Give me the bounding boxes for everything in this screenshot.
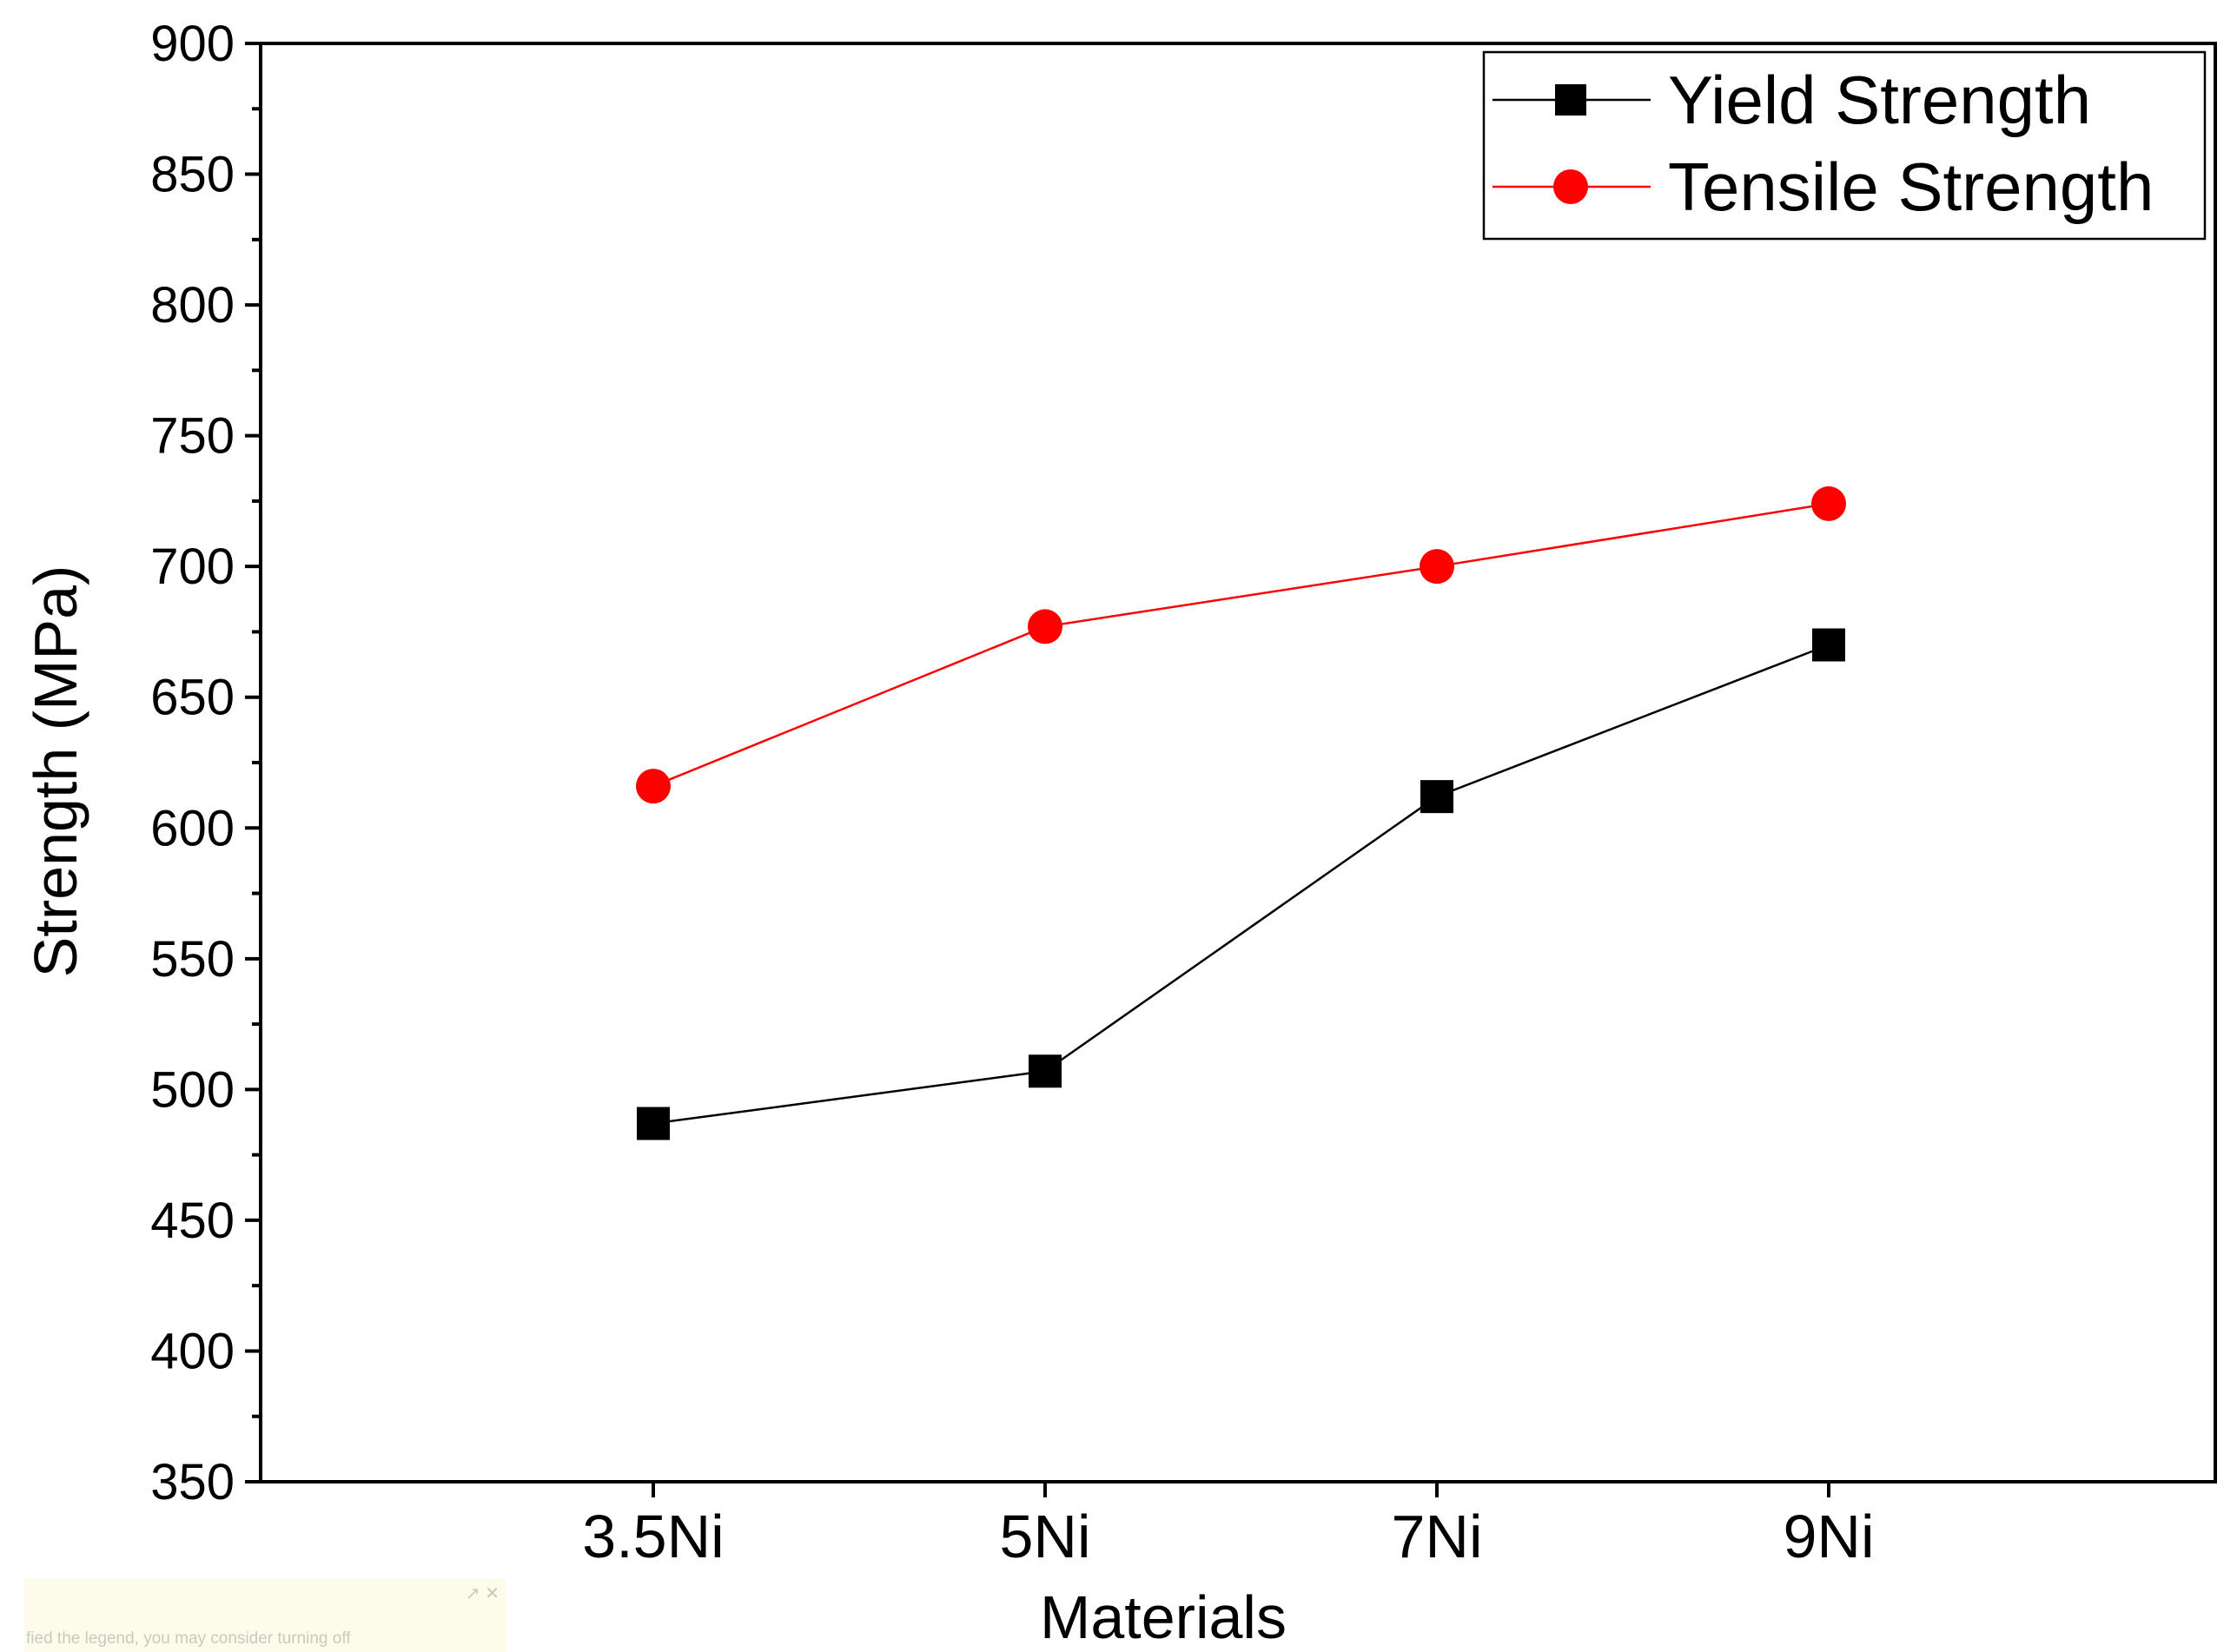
tooltip-icons[interactable]: ↗ ✕ bbox=[465, 1584, 500, 1603]
y-axis-label: Strength (MPa) bbox=[22, 565, 89, 978]
y-tick-label: 750 bbox=[150, 408, 235, 465]
y-tick-label: 500 bbox=[150, 1061, 235, 1118]
y-tick-label: 350 bbox=[150, 1454, 235, 1510]
data-point bbox=[1420, 780, 1453, 814]
legend: Yield Strength Tensile Strength bbox=[1482, 50, 2207, 241]
legend-label: Tensile Strength bbox=[1668, 149, 2154, 225]
data-point bbox=[1029, 1054, 1062, 1088]
y-tick-label: 400 bbox=[150, 1323, 235, 1379]
y-tick-label: 800 bbox=[150, 277, 235, 334]
y-tick-label: 550 bbox=[150, 931, 235, 988]
x-ticks: 3.5Ni 5Ni 7Ni 9Ni bbox=[582, 1482, 1875, 1570]
y-tick-label: 900 bbox=[150, 16, 235, 72]
y-tick-label: 600 bbox=[150, 800, 235, 856]
legend-marker bbox=[1555, 84, 1586, 116]
x-tick-label: 7Ni bbox=[1391, 1503, 1482, 1570]
series-yield-strength bbox=[637, 628, 1845, 1140]
y-ticks: 350 400 450 500 550 600 650 700 750 800 850 900 bbox=[150, 16, 261, 1510]
y-tick-label: 650 bbox=[150, 670, 235, 726]
legend-box bbox=[1482, 50, 2207, 241]
hint-tooltip: ↗ ✕ fied the legend, you may consider tu… bbox=[24, 1579, 506, 1652]
series-tensile-strength bbox=[636, 486, 1846, 804]
series-group bbox=[636, 486, 1846, 1140]
data-point bbox=[637, 1107, 670, 1140]
data-point bbox=[1812, 628, 1845, 662]
y-tick-label: 700 bbox=[150, 539, 235, 595]
legend-label: Yield Strength bbox=[1668, 62, 2091, 138]
data-point bbox=[1811, 486, 1846, 521]
y-tick-label: 450 bbox=[150, 1193, 235, 1249]
series-line bbox=[652, 644, 1830, 1125]
data-point bbox=[1420, 549, 1454, 585]
x-axis-label: Materials bbox=[1040, 1583, 1287, 1651]
data-point bbox=[1028, 609, 1062, 644]
y-tick-label: 850 bbox=[150, 147, 235, 203]
tooltip-text: fied the legend, you may consider turnin… bbox=[26, 1629, 351, 1648]
series-line bbox=[652, 502, 1830, 788]
legend-marker bbox=[1553, 169, 1588, 204]
data-point bbox=[636, 769, 671, 804]
x-tick-label: 3.5Ni bbox=[582, 1503, 724, 1570]
x-tick-label: 5Ni bbox=[999, 1503, 1090, 1570]
x-tick-label: 9Ni bbox=[1783, 1503, 1874, 1570]
